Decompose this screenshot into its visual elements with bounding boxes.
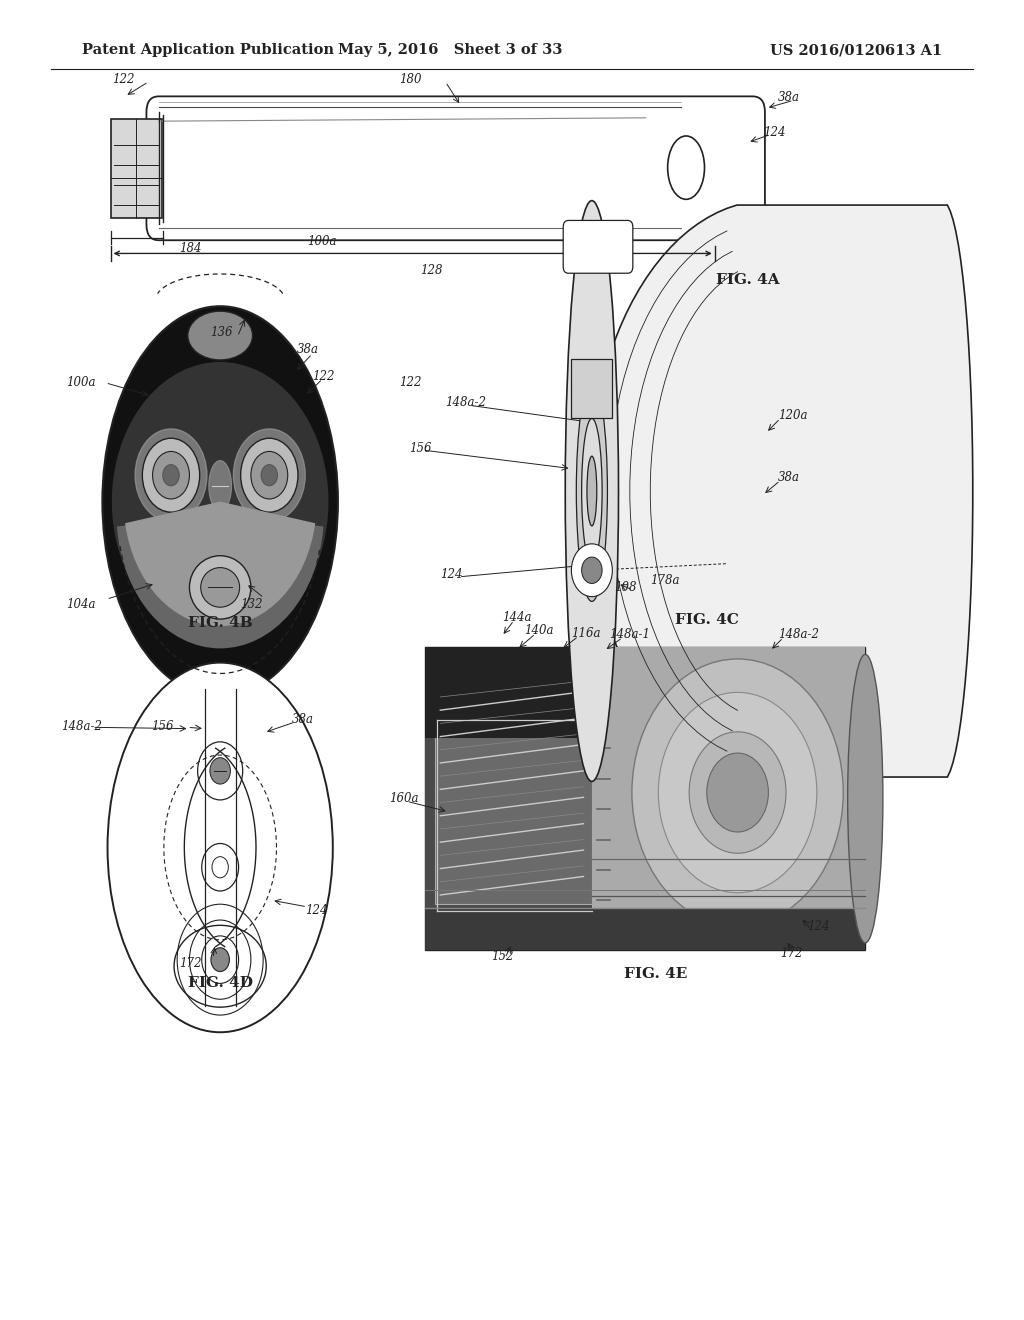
- Text: 122: 122: [113, 73, 135, 86]
- Circle shape: [177, 904, 263, 1015]
- Wedge shape: [117, 515, 324, 648]
- Bar: [435, 692, 592, 904]
- Text: 124: 124: [440, 568, 463, 581]
- Text: 148a-2: 148a-2: [445, 396, 486, 409]
- Ellipse shape: [582, 418, 602, 564]
- Text: 148a-2: 148a-2: [778, 628, 819, 642]
- Text: FIG. 4C: FIG. 4C: [675, 614, 738, 627]
- Circle shape: [251, 451, 288, 499]
- Text: 136: 136: [210, 326, 232, 339]
- Circle shape: [233, 429, 305, 521]
- Text: FIG. 4E: FIG. 4E: [624, 968, 687, 981]
- Text: US 2016/0120613 A1: US 2016/0120613 A1: [770, 44, 942, 57]
- Bar: [425, 908, 865, 950]
- Circle shape: [241, 438, 298, 512]
- Circle shape: [261, 465, 278, 486]
- Bar: [571, 359, 612, 418]
- Circle shape: [212, 857, 228, 878]
- Circle shape: [189, 920, 251, 999]
- Ellipse shape: [668, 136, 705, 199]
- Circle shape: [153, 451, 189, 499]
- Text: 132: 132: [241, 598, 263, 611]
- Text: 108: 108: [614, 581, 637, 594]
- Ellipse shape: [187, 312, 253, 360]
- Text: 38a: 38a: [778, 91, 800, 104]
- Ellipse shape: [577, 380, 607, 602]
- Bar: [111, 119, 162, 218]
- Ellipse shape: [587, 457, 597, 525]
- Text: 184: 184: [179, 242, 202, 255]
- Circle shape: [198, 742, 243, 800]
- Text: 156: 156: [152, 719, 174, 733]
- Ellipse shape: [189, 556, 251, 619]
- Text: 140a: 140a: [524, 624, 554, 638]
- Ellipse shape: [565, 201, 618, 781]
- Ellipse shape: [848, 655, 883, 942]
- Text: 172: 172: [780, 946, 803, 960]
- Wedge shape: [112, 362, 329, 639]
- Text: 124: 124: [807, 920, 829, 933]
- Text: 122: 122: [399, 376, 422, 389]
- Text: 120a: 120a: [778, 409, 808, 422]
- Text: 100a: 100a: [67, 376, 96, 389]
- Ellipse shape: [658, 692, 817, 892]
- Circle shape: [142, 438, 200, 512]
- Circle shape: [163, 465, 179, 486]
- Bar: [425, 647, 865, 950]
- Text: Patent Application Publication: Patent Application Publication: [82, 44, 334, 57]
- Circle shape: [571, 544, 612, 597]
- Wedge shape: [125, 502, 315, 626]
- Text: FIG. 4D: FIG. 4D: [187, 977, 253, 990]
- Text: 116a: 116a: [571, 627, 601, 640]
- Text: 38a: 38a: [297, 343, 318, 356]
- Text: 100a: 100a: [307, 235, 337, 248]
- Ellipse shape: [689, 731, 786, 853]
- Ellipse shape: [632, 659, 843, 927]
- FancyBboxPatch shape: [146, 96, 765, 240]
- Bar: [592, 647, 865, 950]
- FancyBboxPatch shape: [563, 220, 633, 273]
- Circle shape: [210, 758, 230, 784]
- Text: 124: 124: [763, 125, 785, 139]
- Text: 172: 172: [179, 957, 202, 970]
- Ellipse shape: [108, 663, 333, 1032]
- Circle shape: [211, 948, 229, 972]
- Text: FIG. 4A: FIG. 4A: [716, 273, 779, 286]
- Text: 148a-2: 148a-2: [61, 719, 102, 733]
- Text: 148a-1: 148a-1: [609, 628, 650, 642]
- Text: 156: 156: [410, 442, 432, 455]
- Ellipse shape: [707, 752, 768, 832]
- Circle shape: [135, 429, 207, 521]
- Text: 38a: 38a: [292, 713, 313, 726]
- Bar: [425, 647, 601, 738]
- Text: 144a: 144a: [502, 611, 531, 624]
- Bar: [425, 647, 601, 950]
- Text: May 5, 2016   Sheet 3 of 33: May 5, 2016 Sheet 3 of 33: [338, 44, 563, 57]
- Text: 124: 124: [305, 904, 328, 917]
- Circle shape: [202, 936, 239, 983]
- Text: 178a: 178a: [650, 574, 680, 587]
- Text: 160a: 160a: [389, 792, 419, 805]
- Circle shape: [202, 843, 239, 891]
- Text: 104a: 104a: [67, 598, 96, 611]
- Ellipse shape: [201, 568, 240, 607]
- Text: 180: 180: [399, 73, 422, 86]
- Text: 128: 128: [420, 264, 442, 277]
- Text: 38a: 38a: [778, 471, 800, 484]
- Text: 152: 152: [492, 950, 514, 964]
- Polygon shape: [589, 205, 973, 777]
- Circle shape: [582, 557, 602, 583]
- Ellipse shape: [209, 461, 231, 511]
- Text: 122: 122: [312, 370, 335, 383]
- Text: FIG. 4B: FIG. 4B: [187, 616, 253, 630]
- Ellipse shape: [102, 306, 338, 697]
